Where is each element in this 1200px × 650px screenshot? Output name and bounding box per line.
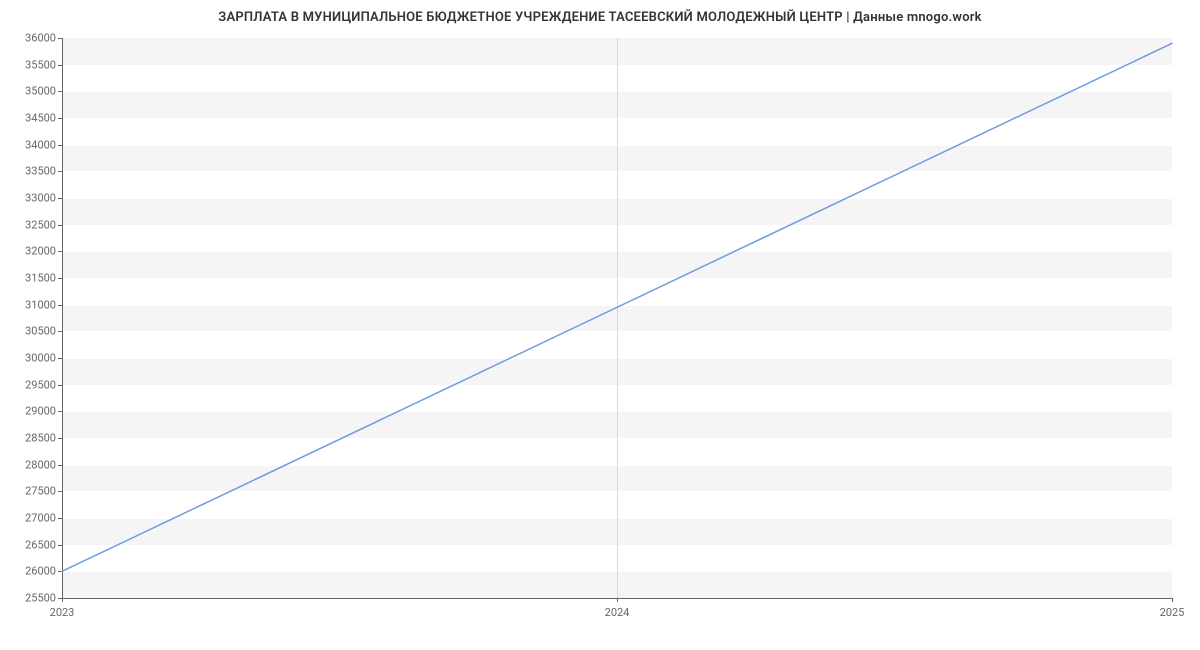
y-tick-label: 30500 [25,325,62,338]
y-tick-label: 27500 [25,485,62,498]
y-tick-label: 27000 [25,512,62,525]
y-tick-label: 32500 [25,218,62,231]
y-tick-label: 31500 [25,272,62,285]
y-tick-label: 36000 [25,32,62,45]
y-tick-label: 35500 [25,58,62,71]
series-layer [62,38,1172,598]
y-tick-label: 26500 [25,538,62,551]
y-tick-label: 26000 [25,565,62,578]
x-axis-line [62,598,1172,599]
y-tick-label: 34500 [25,112,62,125]
x-tick-mark [1172,598,1173,602]
y-tick-label: 30000 [25,352,62,365]
y-tick-label: 28500 [25,432,62,445]
y-tick-label: 33500 [25,165,62,178]
salary-line-chart: ЗАРПЛАТА В МУНИЦИПАЛЬНОЕ БЮДЖЕТНОЕ УЧРЕЖ… [0,0,1200,650]
y-tick-label: 35000 [25,85,62,98]
y-tick-label: 32000 [25,245,62,258]
y-tick-label: 34000 [25,138,62,151]
y-tick-label: 31000 [25,298,62,311]
y-tick-label: 33000 [25,192,62,205]
y-tick-label: 29000 [25,405,62,418]
y-tick-label: 28000 [25,458,62,471]
chart-title: ЗАРПЛАТА В МУНИЦИПАЛЬНОЕ БЮДЖЕТНОЕ УЧРЕЖ… [0,10,1200,25]
y-tick-label: 29500 [25,378,62,391]
series-line-salary [62,43,1172,571]
plot-area: 2550026000265002700027500280002850029000… [62,38,1172,598]
